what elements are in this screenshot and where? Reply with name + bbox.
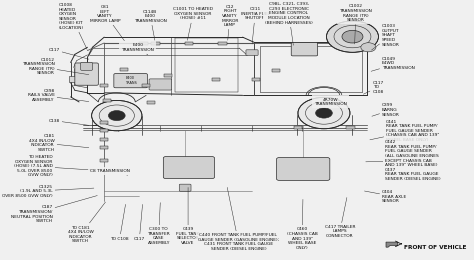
Bar bbox=[120, 68, 128, 71]
Bar bbox=[147, 101, 155, 105]
Text: C442
REAR TANK FUEL PUMP/
FUEL GAUGE SENDER
(ALL GASOLINE ENGINES
EXCEPT CHASSIS: C442 REAR TANK FUEL PUMP/ FUEL GAUGE SEN… bbox=[366, 140, 441, 181]
FancyBboxPatch shape bbox=[75, 63, 98, 85]
Circle shape bbox=[361, 43, 376, 52]
Circle shape bbox=[327, 21, 378, 52]
FancyBboxPatch shape bbox=[164, 157, 215, 179]
Bar bbox=[272, 69, 280, 72]
Text: C399
BARNG
SENSOR: C399 BARNG SENSOR bbox=[372, 103, 400, 117]
Bar bbox=[294, 126, 302, 129]
FancyBboxPatch shape bbox=[81, 62, 92, 70]
FancyBboxPatch shape bbox=[114, 74, 147, 88]
Bar bbox=[151, 42, 160, 45]
Text: C98L, C321, C393,
C293 ELECTRONIC
ENGINE CONTROL
MODULE LOCATION
(BEHIND HARNESS: C98L, C321, C393, C293 ELECTRONIC ENGINE… bbox=[265, 2, 312, 45]
Text: C81
LEFT
VANITY
MIRROR LAMP: C81 LEFT VANITY MIRROR LAMP bbox=[90, 5, 124, 41]
Text: C1008
HEATED
OXYGEN
SENSOR
(HOSE) KIT
(LOCATION): C1008 HEATED OXYGEN SENSOR (HOSE) KIT (L… bbox=[59, 3, 87, 49]
Circle shape bbox=[91, 100, 142, 131]
Text: C1002
TRANSMISSION
RANGE (TR)
SENSOR: C1002 TRANSMISSION RANGE (TR) SENSOR bbox=[339, 4, 372, 44]
Bar bbox=[185, 42, 193, 45]
Text: C1012
TRANSMISSION
RANGE (TR)
SENSOR: C1012 TRANSMISSION RANGE (TR) SENSOR bbox=[22, 58, 89, 75]
Text: C181
4X4 IN/LOW
INDICATOR
SWITCH: C181 4X4 IN/LOW INDICATOR SWITCH bbox=[29, 134, 89, 152]
FancyBboxPatch shape bbox=[276, 158, 330, 180]
Text: C440 FRONT TANK FUEL PUMP/FUEL
GAUGE SENDER (GASOLINE ENGINE);
C431 FRONT TANK F: C440 FRONT TANK FUEL PUMP/FUEL GAUGE SEN… bbox=[198, 187, 279, 251]
Text: C398
RAILS VALVE
ASSEMBLY: C398 RAILS VALVE ASSEMBLY bbox=[27, 89, 89, 102]
Text: C460
(CHASSIS CAB
AND 139"
WHEEL BASE
ONLY): C460 (CHASSIS CAB AND 139" WHEEL BASE ON… bbox=[287, 199, 318, 250]
Polygon shape bbox=[386, 242, 398, 247]
Text: C138: C138 bbox=[48, 119, 89, 125]
Text: C1003
OUTPUT
SHAFT
SPEED
SENSOR: C1003 OUTPUT SHAFT SPEED SENSOR bbox=[372, 24, 400, 50]
Text: C114B
E400
TRANSMISSION: C114B E400 TRANSMISSION bbox=[134, 10, 167, 40]
Circle shape bbox=[109, 110, 125, 121]
Text: C187
TRANSMISSION/
NEUTRAL POSITION
SWITCH: C187 TRANSMISSION/ NEUTRAL POSITION SWIT… bbox=[11, 196, 97, 223]
Text: TO HEATED
OXYGEN SENSOR
(HOSE) (7.5L AND
5.0L OVER 8500
GVW ONLY): TO HEATED OXYGEN SENSOR (HOSE) (7.5L AND… bbox=[14, 155, 93, 177]
Text: C8 TRANSMISSION: C8 TRANSMISSION bbox=[90, 169, 130, 176]
Text: C117: C117 bbox=[48, 48, 89, 59]
Text: C1001 TO HEATED
OXYGEN SENSOR
(HOSE) #11: C1001 TO HEATED OXYGEN SENSOR (HOSE) #11 bbox=[173, 7, 213, 40]
Text: C1049
E4WD
TRANSMISSION: C1049 E4WD TRANSMISSION bbox=[371, 57, 415, 71]
Text: C211
INERTIA FUEL
SHUTOFF: C211 INERTIA FUEL SHUTOFF bbox=[241, 7, 270, 44]
Text: C300 TO
TRANSFER
CASE
ASSEMBLY: C300 TO TRANSFER CASE ASSEMBLY bbox=[147, 203, 170, 245]
Text: TO C108: TO C108 bbox=[110, 204, 129, 240]
Bar bbox=[218, 42, 227, 45]
Text: TO C181
4X4 IN/LOW
INDICATOR
SWITCH: TO C181 4X4 IN/LOW INDICATOR SWITCH bbox=[68, 202, 105, 243]
Text: C441
REAR TANK FUEL PUMP/
FUEL GAUGE SENDER
(CHASSIS CAB AND 139"
WHEEL BASE ONL: C441 REAR TANK FUEL PUMP/ FUEL GAUGE SEN… bbox=[370, 120, 439, 142]
Circle shape bbox=[342, 30, 363, 43]
Text: FRONT OF VEHICLE: FRONT OF VEHICLE bbox=[404, 245, 466, 250]
FancyBboxPatch shape bbox=[179, 184, 191, 191]
Bar bbox=[139, 42, 148, 45]
FancyBboxPatch shape bbox=[149, 79, 172, 90]
Bar bbox=[100, 129, 109, 132]
Bar bbox=[100, 146, 109, 150]
Text: C117
TO
C108: C117 TO C108 bbox=[364, 81, 384, 94]
Bar bbox=[103, 99, 111, 102]
Text: C404
REAR AXLE
SENSOR: C404 REAR AXLE SENSOR bbox=[365, 190, 406, 203]
Bar bbox=[252, 78, 260, 81]
Text: E400
TRANSMISSION: E400 TRANSMISSION bbox=[121, 43, 154, 55]
Bar bbox=[212, 78, 220, 81]
Bar bbox=[69, 76, 78, 82]
Text: C12
RIGHT
VANITY
MIRROR
LAMP: C12 RIGHT VANITY MIRROR LAMP bbox=[221, 5, 239, 40]
Bar bbox=[142, 84, 150, 87]
Bar bbox=[100, 138, 109, 141]
Bar bbox=[346, 126, 355, 129]
Text: 4R70W
TRANSMISSION: 4R70W TRANSMISSION bbox=[314, 98, 347, 109]
Text: E400
TRANS: E400 TRANS bbox=[125, 76, 137, 85]
Circle shape bbox=[316, 108, 332, 118]
Text: C1325
(1.9L AND 5.3L
OVER 8500 GVW ONLY): C1325 (1.9L AND 5.3L OVER 8500 GVW ONLY) bbox=[2, 185, 94, 198]
FancyBboxPatch shape bbox=[246, 50, 258, 55]
FancyBboxPatch shape bbox=[291, 42, 318, 56]
Bar bbox=[100, 84, 109, 87]
Bar bbox=[100, 159, 109, 162]
Text: C117: C117 bbox=[134, 204, 145, 240]
Text: C417 TRAILER
LAMPS
CONNECTOR: C417 TRAILER LAMPS CONNECTOR bbox=[325, 198, 355, 238]
Text: C439
FUEL TANK
SELECTOR
VALVE: C439 FUEL TANK SELECTOR VALVE bbox=[176, 187, 200, 245]
Bar bbox=[100, 121, 109, 124]
Circle shape bbox=[298, 98, 350, 129]
Bar bbox=[164, 74, 172, 77]
